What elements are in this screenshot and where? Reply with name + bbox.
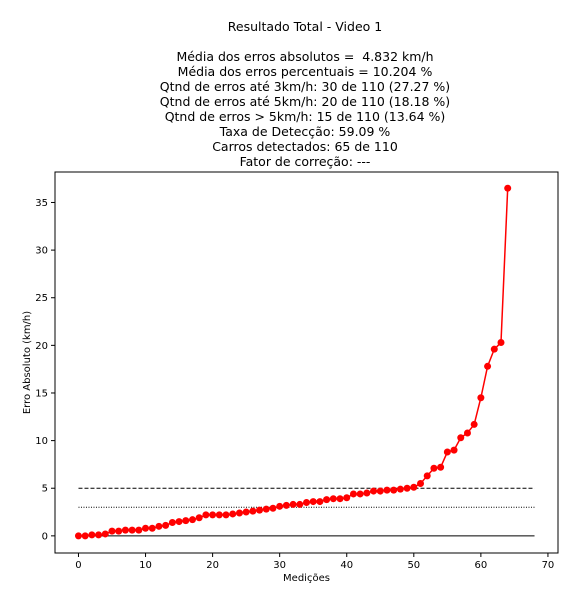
data-point (410, 483, 418, 491)
data-point (222, 511, 230, 519)
data-point (470, 420, 478, 428)
data-point (128, 526, 136, 534)
data-point (135, 526, 143, 534)
data-point (423, 472, 431, 480)
data-point (316, 498, 324, 506)
data-point (490, 345, 498, 353)
data-point (195, 514, 203, 522)
data-point (450, 446, 458, 454)
data-point (403, 484, 411, 492)
data-point (162, 521, 170, 529)
data-point (396, 485, 404, 493)
data-point (329, 495, 337, 503)
data-point (276, 502, 284, 510)
data-point (457, 434, 465, 442)
data-point (370, 487, 378, 495)
data-point (249, 507, 257, 515)
data-point (282, 501, 290, 509)
series-line (78, 188, 509, 537)
title-line: Qtnd de erros > 5km/h: 15 de 110 (13.64 … (164, 109, 446, 124)
data-point (417, 479, 425, 487)
x-tick-label: 30 (273, 560, 286, 571)
data-point (376, 487, 384, 495)
data-point (289, 500, 297, 508)
data-point (262, 505, 270, 513)
data-point (148, 524, 156, 532)
data-point (95, 531, 103, 539)
y-tick-label: 0 (42, 531, 48, 542)
x-tick-label: 10 (139, 560, 152, 571)
data-point (155, 522, 163, 530)
x-tick-label: 60 (475, 560, 488, 571)
title-line: Carros detectados: 65 de 110 (212, 139, 398, 154)
data-point (504, 184, 512, 192)
y-tick-label: 25 (35, 293, 48, 304)
y-tick-label: 35 (35, 198, 48, 209)
data-point (383, 486, 391, 494)
data-point (463, 429, 471, 437)
title-line: Fator de correção: --- (239, 154, 371, 169)
data-point (88, 531, 96, 539)
data-point (142, 524, 150, 532)
y-axis-label: Erro Absoluto (km/h) (22, 311, 33, 414)
data-point (121, 526, 129, 534)
data-point (309, 498, 317, 506)
data-point (356, 490, 364, 498)
data-point (175, 518, 183, 526)
data-point (242, 508, 250, 516)
data-point (182, 517, 190, 525)
y-tick-label: 5 (42, 484, 48, 495)
data-point (484, 362, 492, 370)
data-point (101, 530, 109, 538)
data-point (477, 394, 485, 402)
data-point (115, 527, 123, 535)
y-tick-label: 10 (35, 436, 48, 447)
data-point (235, 509, 243, 517)
data-point (188, 516, 196, 524)
data-point (269, 504, 277, 512)
data-point (256, 506, 264, 514)
data-point (209, 511, 217, 519)
data-point (343, 494, 351, 502)
y-tick-label: 15 (35, 388, 48, 399)
y-tick-label: 20 (35, 341, 48, 352)
data-point (202, 511, 210, 519)
data-point (323, 496, 331, 504)
title-line: Qtnd de erros até 3km/h: 30 de 110 (27.2… (159, 79, 451, 94)
data-point (349, 490, 357, 498)
title-line: Média dos erros percentuais = 10.204 % (177, 64, 433, 79)
data-point (296, 500, 304, 508)
x-tick-label: 20 (206, 560, 219, 571)
x-tick-label: 0 (75, 560, 81, 571)
data-point (437, 463, 445, 471)
data-point (215, 511, 223, 519)
title-line: Taxa de Detecção: 59.09 % (219, 124, 391, 139)
x-tick-label: 40 (340, 560, 353, 571)
x-tick-label: 50 (407, 560, 420, 571)
data-point (108, 527, 116, 535)
title-line: Qtnd de erros até 5km/h: 20 de 110 (18.1… (159, 94, 451, 109)
x-tick-label: 70 (542, 560, 555, 571)
data-point (229, 510, 237, 518)
data-point (390, 486, 398, 494)
chart-title: Resultado Total - Video 1 Média dos erros… (0, 19, 582, 169)
title-line: Resultado Total - Video 1 (227, 19, 383, 34)
title-line: Média dos erros absolutos = 4.832 km/h (176, 49, 434, 64)
plot-frame (54, 171, 559, 554)
data-point (74, 532, 82, 540)
data-point (336, 495, 344, 503)
data-point (168, 519, 176, 527)
y-tick-label: 30 (35, 246, 48, 257)
x-axis-label: Medições (283, 573, 330, 584)
data-point (497, 338, 505, 346)
data-point (303, 499, 310, 507)
data-point (81, 532, 89, 540)
data-point (430, 464, 438, 472)
data-point (443, 448, 451, 456)
data-point (363, 489, 371, 497)
